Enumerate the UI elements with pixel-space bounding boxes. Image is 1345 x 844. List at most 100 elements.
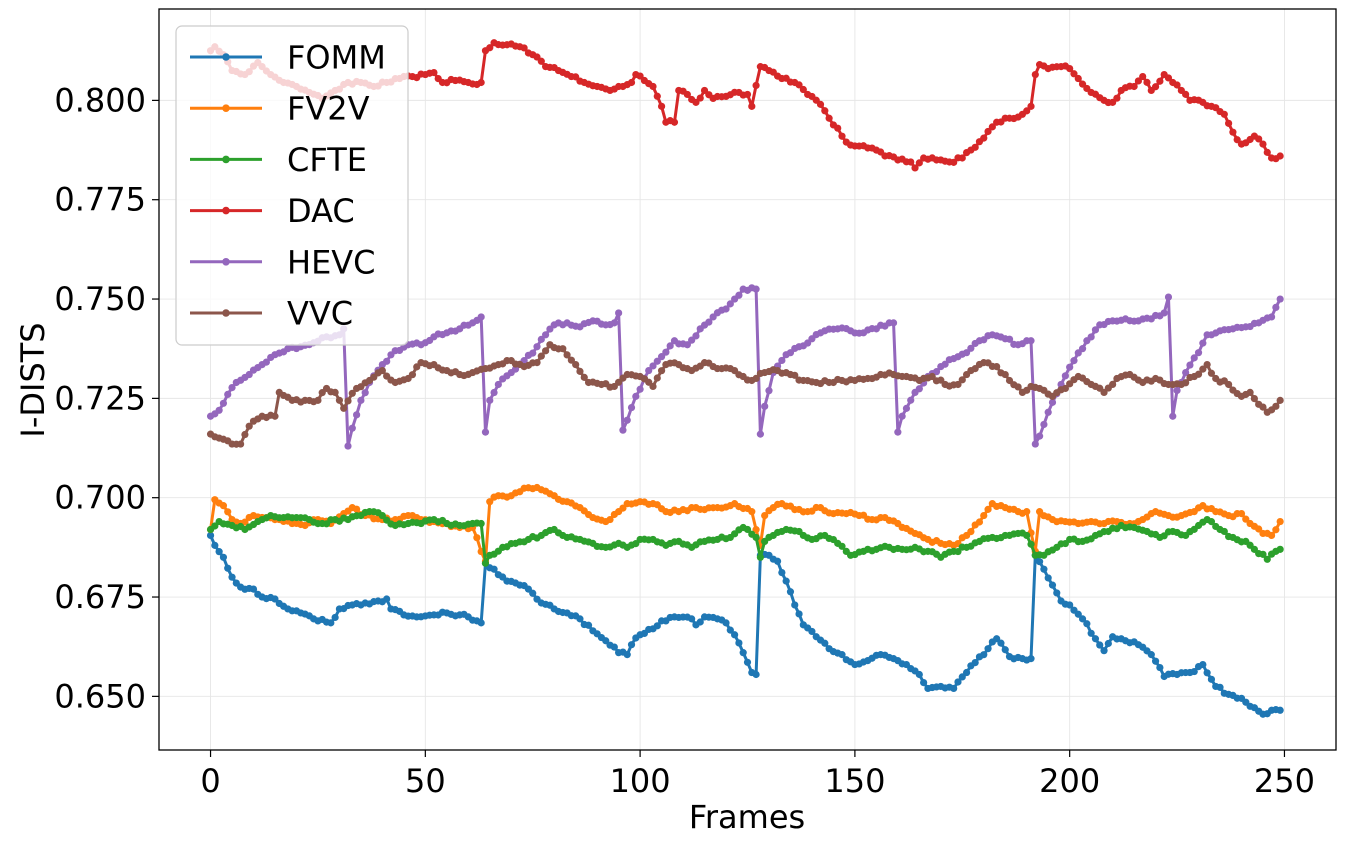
data-point [271, 412, 279, 420]
data-point [348, 424, 356, 432]
data-point [228, 384, 236, 392]
x-tick-label: 100 [610, 762, 671, 800]
data-point [1207, 518, 1216, 526]
data-point [954, 547, 962, 556]
data-point [1263, 555, 1271, 563]
data-point [954, 380, 962, 389]
x-axis-label: Frames [689, 798, 805, 836]
data-point [1083, 620, 1091, 628]
data-point [1182, 379, 1190, 387]
data-point [486, 396, 494, 404]
data-point [911, 164, 919, 172]
data-point [335, 396, 344, 404]
data-point [1048, 581, 1057, 589]
data-point [249, 585, 258, 593]
data-point [245, 370, 253, 379]
data-point [988, 123, 996, 131]
data-point [353, 411, 361, 419]
data-point [1250, 395, 1258, 403]
data-point [958, 376, 966, 384]
data-point [1276, 152, 1284, 160]
data-point [1070, 70, 1078, 78]
data-point [1091, 635, 1100, 643]
data-point [348, 389, 356, 397]
data-point [915, 159, 923, 167]
data-point [825, 114, 833, 122]
data-point [1237, 509, 1246, 518]
data-point [477, 313, 485, 321]
data-point [576, 367, 584, 375]
data-point [623, 651, 631, 659]
data-point [1246, 388, 1254, 397]
y-tick-label: 0.700 [54, 479, 146, 517]
data-point [542, 347, 550, 355]
data-point [1229, 128, 1237, 136]
data-point [657, 367, 666, 375]
data-point [1053, 589, 1061, 597]
data-point [314, 396, 322, 404]
legend-item-fv2v: FV2V [190, 90, 370, 128]
data-point [752, 374, 760, 383]
data-point [481, 559, 490, 567]
data-point [967, 528, 975, 536]
data-point [1190, 354, 1198, 362]
data-point [1001, 646, 1009, 654]
data-point [1182, 90, 1190, 98]
data-point [1199, 365, 1207, 373]
data-point [980, 511, 988, 520]
data-point [1143, 78, 1151, 86]
legend-marker [222, 104, 230, 112]
data-point [838, 651, 846, 659]
data-point [636, 385, 644, 393]
x-axis: 0 50 100 150 200 250 [200, 750, 1315, 800]
data-point [271, 595, 279, 603]
data-point [1014, 383, 1022, 391]
data-point [1044, 408, 1052, 416]
data-point [619, 426, 627, 434]
data-point [529, 589, 537, 597]
data-point [773, 557, 782, 565]
data-point [533, 359, 541, 367]
data-point [219, 553, 228, 561]
data-point [962, 668, 971, 677]
data-point [1139, 72, 1147, 81]
data-point [511, 365, 520, 373]
data-point [383, 357, 391, 365]
data-point [1023, 107, 1031, 115]
data-point [1147, 651, 1155, 659]
data-point [1027, 655, 1035, 663]
legend-item-cfte: CFTE [190, 141, 367, 179]
data-point [1078, 615, 1087, 623]
data-point [1173, 386, 1181, 395]
data-point [1036, 558, 1044, 566]
legend-item-hevc: HEVC [190, 243, 376, 281]
data-point [1001, 370, 1009, 379]
data-point [1027, 102, 1035, 110]
x-tick-label: 250 [1254, 762, 1315, 800]
data-point [572, 361, 580, 369]
data-point [1061, 384, 1069, 393]
data-point [1255, 525, 1263, 533]
data-point [1151, 83, 1160, 91]
data-point [1109, 380, 1117, 388]
data-point [666, 342, 674, 350]
data-point [1194, 349, 1203, 357]
data-point [408, 371, 417, 379]
data-point [224, 508, 232, 516]
data-point [971, 143, 979, 151]
data-point [726, 300, 734, 308]
data-point [752, 533, 760, 542]
data-point [1160, 309, 1168, 317]
legend-item-dac: DAC [190, 192, 355, 230]
data-point [799, 85, 807, 94]
series-line-fomm [209, 534, 1281, 716]
legend-label: FV2V [287, 90, 370, 128]
data-point [1164, 74, 1173, 82]
data-point [997, 639, 1005, 647]
data-point [653, 357, 661, 365]
data-point [537, 57, 545, 65]
data-point [584, 621, 593, 629]
data-point [1199, 339, 1207, 347]
legend-label: VVC [287, 295, 353, 333]
data-point [1267, 531, 1276, 540]
